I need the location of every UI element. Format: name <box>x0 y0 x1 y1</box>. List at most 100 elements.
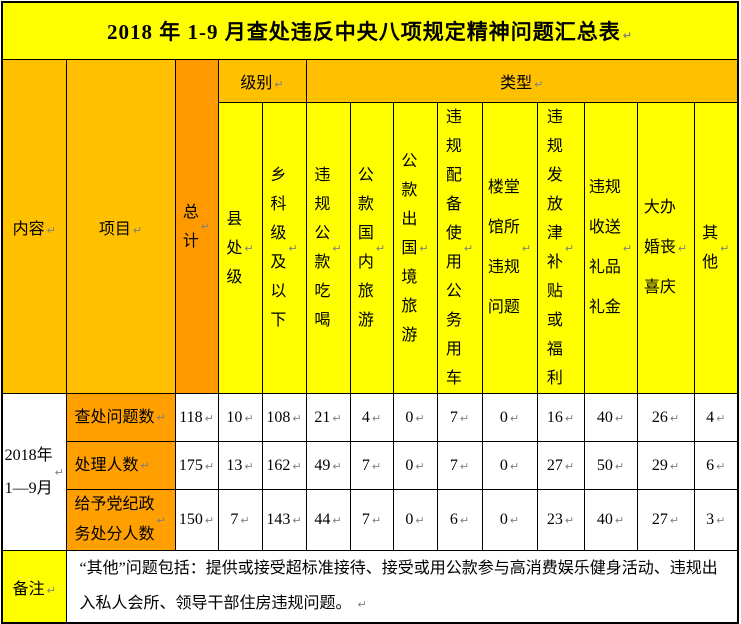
paragraph-mark-icon: ↵ <box>132 223 143 237</box>
paragraph-mark-icon: ↵ <box>419 241 429 255</box>
data-cell-value: 108 <box>266 408 291 426</box>
paragraph-mark-icon: ↵ <box>716 411 726 425</box>
data-cell-r1-c9: 50 ↵ <box>583 441 638 490</box>
row-label-2: 给予党纪政 务处分人数↵ <box>65 489 176 551</box>
paragraph-mark-icon: ↵ <box>292 411 302 425</box>
header-content: 内容 ↵ <box>1 59 67 394</box>
paragraph-mark-icon: ↵ <box>200 220 211 234</box>
paragraph-mark-icon: ↵ <box>669 514 680 527</box>
header-type-group: 类型 ↵ <box>305 59 739 103</box>
paragraph-mark-icon: ↵ <box>415 514 425 527</box>
paragraph-mark-icon: ↵ <box>156 411 166 425</box>
data-row-0: 2018年 1—9月↵ 查处问题数 ↵ 118 ↵ 10 ↵ 108 ↵ 21 ↵ 4 ↵ 0 ↵ 7 ↵ 0 ↵ 1… <box>1 393 739 551</box>
header-level-group: 级别 ↵ <box>217 59 307 103</box>
paragraph-mark-icon: ↵ <box>564 241 575 255</box>
data-cell-r1-c1: 13 ↵ <box>217 441 263 490</box>
data-cell-r0-c5: 0 ↵ <box>392 393 438 442</box>
data-cell-value: 175 <box>178 456 203 474</box>
data-cell-r0-c7: 0 ↵ <box>481 393 538 442</box>
paragraph-mark-icon: ↵ <box>614 514 625 527</box>
row-label-text: 给予党纪政 务处分人数 <box>74 496 155 543</box>
data-cell-value: 0 <box>405 511 414 528</box>
data-cell-r0-c9: 40 ↵ <box>583 393 638 442</box>
paragraph-mark-icon: ↵ <box>240 514 250 527</box>
column-header-label: 其 他 <box>702 225 719 271</box>
data-cell-r1-c2: 162 ↵ <box>261 441 307 490</box>
column-header-6: 楼堂 馆所 违规 问题↵ <box>481 102 538 394</box>
row-label-1: 处理人数 ↵ <box>65 441 176 490</box>
data-cell-value: 50 <box>596 456 613 474</box>
data-cell-r1-c10: 29 ↵ <box>636 441 695 490</box>
column-header-1: 乡 科 级 及 以 下↵ <box>261 102 307 394</box>
column-header-9: 大办 婚丧 喜庆↵ <box>636 102 695 394</box>
data-cell-r2-c11: 3 ↵ <box>693 489 739 551</box>
data-cell-r0-c6: 7 ↵ <box>436 393 483 442</box>
data-cell-r0-c3: 21 ↵ <box>305 393 351 442</box>
data-cell-value: 49 <box>314 456 331 474</box>
data-cell-r2-c6: 6 ↵ <box>436 489 483 551</box>
paragraph-mark-icon: ↵ <box>332 411 342 425</box>
data-cell-value: 162 <box>266 456 291 474</box>
paragraph-mark-icon: ↵ <box>140 459 150 473</box>
data-cell-r0-c0: 118 ↵ <box>174 393 219 442</box>
column-header-4: 公 款 出 国 境 旅 游↵ <box>392 102 438 394</box>
data-cell-r0-c8: 16 ↵ <box>536 393 585 442</box>
paragraph-mark-icon: ↵ <box>332 459 342 473</box>
paragraph-mark-icon: ↵ <box>677 241 688 255</box>
paragraph-mark-icon: ↵ <box>459 514 470 527</box>
paragraph-mark-icon: ↵ <box>204 514 215 527</box>
paragraph-mark-icon: ↵ <box>509 514 520 527</box>
data-cell-r2-c8: 23 ↵ <box>536 489 585 551</box>
paragraph-mark-icon: ↵ <box>509 459 520 473</box>
data-cell-value: 10 <box>226 408 243 426</box>
data-cell-r2-c1: 7 ↵ <box>217 489 263 551</box>
data-row-1: 处理人数 ↵ 175 ↵ 13 ↵ 162 ↵ 49 ↵ 7 ↵ 0 ↵ 7 ↵ 0 ↵ 27 ↵ 50 ↵ 29 ↵ 6 ↵ <box>2 441 739 490</box>
paragraph-mark-icon: ↵ <box>622 29 633 42</box>
data-cell-value: 40 <box>596 511 613 528</box>
paragraph-mark-icon: ↵ <box>415 459 425 473</box>
data-cell-r2-c3: 44 ↵ <box>305 489 351 551</box>
paragraph-mark-icon: ↵ <box>564 514 575 527</box>
leaf-header-row: 县 处 级↵ 乡 科 级 及 以 下↵ 违 规 公 款 吃 喝↵ 公 款 国 内 旅 … <box>2 102 739 394</box>
data-cell-value: 0 <box>499 408 508 426</box>
data-cell-r2-c4: 7 ↵ <box>349 489 394 551</box>
paragraph-mark-icon: ↵ <box>357 598 367 611</box>
column-header-7: 违 规 发 放 津 补 贴 或 福 利↵ <box>536 102 585 394</box>
column-header-label: 违 规 发 放 津 补 贴 或 福 利 <box>546 109 563 387</box>
column-header-label: 公 款 国 内 旅 游 <box>357 167 374 329</box>
paragraph-mark-icon: ↵ <box>332 241 342 255</box>
title-row: 2018 年 1-9 月查处违反中央八项规定精神问题汇总表 ↵ <box>1 1 739 60</box>
paragraph-mark-icon: ↵ <box>716 459 726 473</box>
paragraph-mark-icon: ↵ <box>669 411 680 425</box>
column-header-label: 县 处 级 <box>226 210 243 286</box>
data-cell-r0-c2: 108 ↵ <box>261 393 307 442</box>
data-cell-value: 0 <box>405 408 414 426</box>
data-cell-r2-c0: 150 ↵ <box>174 489 219 551</box>
header-level-group-label: 级别 <box>240 75 273 92</box>
column-header-2: 违 规 公 款 吃 喝↵ <box>305 102 351 394</box>
data-cell-value: 150 <box>178 511 203 528</box>
column-header-label: 楼堂 馆所 违规 问题 <box>487 179 520 316</box>
paragraph-mark-icon: ↵ <box>244 411 254 425</box>
column-header-label: 违 规 公 款 吃 喝 <box>314 167 331 329</box>
header-project: 项目 ↵ <box>65 59 176 394</box>
data-cell-value: 7 <box>361 456 370 474</box>
paragraph-mark-icon: ↵ <box>156 513 166 527</box>
data-cell-value: 27 <box>651 511 668 528</box>
data-cell-r1-c7: 0 ↵ <box>481 441 538 490</box>
header-project-label: 项目 <box>98 220 131 238</box>
paragraph-mark-icon: ↵ <box>614 411 625 425</box>
data-cell-r1-c0: 175 ↵ <box>174 441 219 490</box>
remark-content-text: “其他”问题包括：提供或接受超标准接待、接受或用公款参与高消费娱乐健身活动、违规… <box>79 560 718 612</box>
data-cell-value: 4 <box>706 408 715 426</box>
column-header-3: 公 款 国 内 旅 游↵ <box>349 102 394 394</box>
period-label: 2018年 1—9月 <box>4 447 53 497</box>
paragraph-mark-icon: ↵ <box>521 241 532 255</box>
paragraph-mark-icon: ↵ <box>415 411 425 425</box>
column-header-10: 其 他↵ <box>693 102 739 394</box>
data-cell-value: 0 <box>499 456 508 474</box>
remark-content-cell: “其他”问题包括：提供或接受超标准接待、接受或用公款参与高消费娱乐健身活动、违规… <box>65 550 739 624</box>
